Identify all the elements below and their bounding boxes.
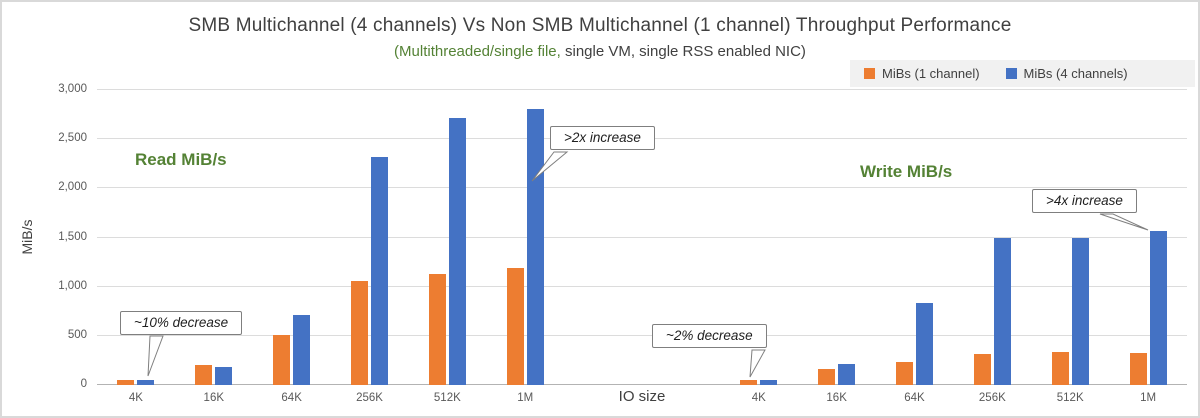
x-axis-line	[97, 384, 1187, 385]
bar-write-1M-4ch	[1149, 231, 1167, 385]
bar-write-4K-1ch	[740, 380, 758, 385]
bar-write-16K-4ch	[838, 363, 856, 385]
chart-subtitle-green: (Multithreaded/single file,	[394, 43, 561, 60]
bar-read-1M-1ch	[506, 267, 524, 385]
bar-read-64K-1ch	[273, 334, 291, 385]
bar-write-512K-4ch	[1071, 238, 1089, 385]
gridline	[97, 187, 1187, 189]
y-axis-tick-label: 0	[80, 378, 87, 390]
x-axis-tick-label: 1M	[1140, 392, 1157, 404]
gridline	[97, 236, 1187, 238]
gridline	[97, 285, 1187, 287]
y-axis-tick-label: 2,500	[58, 132, 87, 145]
x-axis-tick-label: 4K	[128, 392, 143, 404]
bar-read-64K-4ch	[293, 315, 311, 385]
bar-read-1M-4ch	[526, 109, 544, 385]
annotation-callout: ~10% decrease	[120, 311, 243, 335]
x-axis-tick-label: 64K	[281, 392, 302, 404]
x-axis-tick-label: 16K	[203, 392, 225, 404]
y-axis-tick-label: 1,000	[58, 279, 87, 292]
gridline	[97, 89, 1187, 90]
legend-item: MiBs (1 channel)	[864, 66, 980, 81]
chart-title: SMB Multichannel (4 channels) Vs Non SMB…	[188, 15, 1012, 36]
annotation-callout: >2x increase	[550, 126, 655, 150]
bar-write-64K-4ch	[916, 302, 933, 385]
group-label-read: Read MiB/s	[135, 150, 227, 169]
y-axis-tick-label: 2,000	[58, 181, 87, 194]
bar-read-256K-1ch	[351, 280, 368, 385]
bar-write-256K-1ch	[973, 354, 991, 385]
bar-read-512K-1ch	[428, 273, 446, 385]
gridline	[97, 334, 1187, 336]
bar-read-512K-4ch	[448, 118, 466, 385]
bar-write-512K-1ch	[1051, 352, 1069, 385]
chart-subtitle-rest: single VM, single RSS enabled NIC)	[560, 43, 806, 60]
bar-write-16K-1ch	[818, 368, 836, 385]
bar-write-64K-1ch	[896, 361, 913, 385]
legend-swatch-icon	[1005, 68, 1017, 79]
x-axis-tick-label: 256K	[978, 392, 1006, 404]
y-axis-tick-label: 500	[67, 328, 87, 341]
x-axis-tick-label: 512K	[433, 392, 461, 404]
y-axis-tick-label: 3,000	[58, 83, 87, 95]
bar-read-4K-1ch	[117, 379, 135, 385]
legend: MiBs (1 channel) MiBs (4 channels)	[850, 60, 1195, 87]
group-label-write: Write MiB/s	[860, 162, 953, 181]
bar-write-256K-4ch	[993, 238, 1011, 385]
legend-swatch-icon	[864, 68, 875, 79]
legend-label: MiBs (4 channels)	[1023, 66, 1128, 81]
x-axis-tick-label: 64K	[904, 392, 925, 404]
legend-item: MiBs (4 channels)	[1005, 66, 1128, 81]
plot-area	[97, 89, 1187, 385]
x-axis-tick-label: 1M	[517, 392, 534, 404]
chart-subtitle: (Multithreaded/single file, single VM, s…	[2, 43, 1198, 60]
bar-read-16K-1ch	[195, 364, 213, 385]
bar-write-4K-4ch	[760, 380, 778, 385]
x-axis-title: IO size	[618, 388, 666, 405]
y-axis-tick-label: 1,500	[58, 230, 87, 243]
annotation-callout: ~2% decrease	[652, 324, 767, 348]
bar-read-16K-4ch	[215, 366, 233, 385]
annotation-callout: >4x increase	[1032, 189, 1137, 213]
x-axis-tick-label: 512K	[1056, 392, 1084, 404]
x-axis-tick-label: 16K	[826, 392, 847, 404]
x-axis-tick-label: 4K	[751, 392, 766, 404]
legend-label: MiBs (1 channel)	[882, 66, 980, 81]
bar-write-1M-1ch	[1129, 353, 1147, 385]
x-axis-tick-label: 256K	[356, 392, 383, 404]
bar-read-4K-4ch	[137, 380, 155, 385]
bar-read-256K-4ch	[371, 156, 388, 385]
